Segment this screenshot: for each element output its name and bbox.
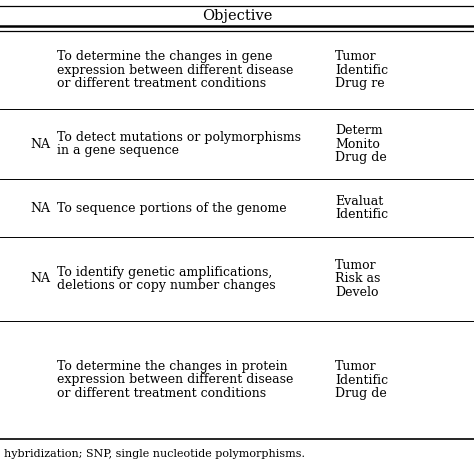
Text: Determ: Determ (335, 124, 383, 137)
Text: Evaluat: Evaluat (335, 195, 383, 208)
Text: in a gene sequence: in a gene sequence (57, 144, 179, 157)
Text: hybridization; SNP, single nucleotide polymorphisms.: hybridization; SNP, single nucleotide po… (4, 449, 305, 459)
Text: Identific: Identific (335, 374, 388, 386)
Text: Risk as: Risk as (335, 273, 380, 285)
Text: Identific: Identific (335, 208, 388, 221)
Text: To determine the changes in gene: To determine the changes in gene (57, 50, 273, 63)
Text: Objective: Objective (202, 9, 272, 23)
Text: Develo: Develo (335, 286, 379, 299)
Text: NA: NA (30, 273, 50, 285)
Text: Monito: Monito (335, 137, 380, 151)
Text: or different treatment conditions: or different treatment conditions (57, 387, 266, 400)
Text: NA: NA (30, 137, 50, 151)
Text: To identify genetic amplifications,: To identify genetic amplifications, (57, 266, 272, 279)
Text: Tumor: Tumor (335, 360, 377, 373)
Text: Drug de: Drug de (335, 387, 387, 400)
Text: NA: NA (30, 201, 50, 215)
Text: Tumor: Tumor (335, 50, 377, 63)
Text: expression between different disease: expression between different disease (57, 374, 293, 386)
Text: Tumor: Tumor (335, 259, 377, 272)
Text: Drug de: Drug de (335, 151, 387, 164)
Text: To detect mutations or polymorphisms: To detect mutations or polymorphisms (57, 131, 301, 144)
Text: expression between different disease: expression between different disease (57, 64, 293, 76)
Text: Drug re: Drug re (335, 77, 384, 90)
Text: deletions or copy number changes: deletions or copy number changes (57, 279, 275, 292)
Text: Identific: Identific (335, 64, 388, 76)
Text: or different treatment conditions: or different treatment conditions (57, 77, 266, 90)
Text: To sequence portions of the genome: To sequence portions of the genome (57, 201, 287, 215)
Text: To determine the changes in protein: To determine the changes in protein (57, 360, 288, 373)
